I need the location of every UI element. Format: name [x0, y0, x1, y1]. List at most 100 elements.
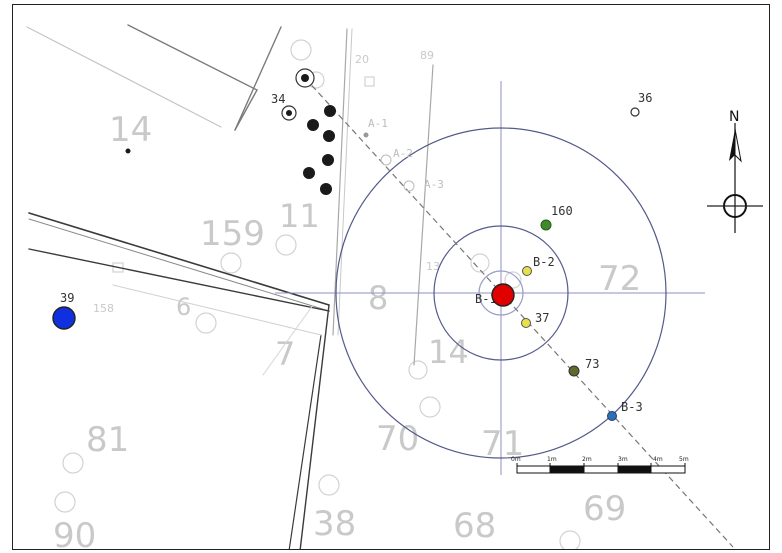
red-center-marker — [491, 283, 515, 307]
boundary-line — [127, 24, 258, 91]
faint-circle — [470, 253, 490, 273]
scale-bar: 0m 1m 2m 3m 4m 5m — [511, 456, 689, 474]
black-point — [322, 154, 334, 166]
center-crosshair — [275, 81, 705, 475]
faint-circle — [220, 252, 242, 274]
point-b2 — [522, 266, 532, 276]
buffer-rings — [335, 127, 667, 459]
bg-number: 68 — [453, 506, 496, 546]
bg-number: 72 — [598, 259, 641, 299]
bg-number: 38 — [313, 504, 356, 544]
black-point — [320, 183, 332, 195]
scale-tick-label: 2m — [582, 456, 592, 463]
faint-circle — [559, 530, 581, 549]
point-37-label: 37 — [535, 311, 549, 325]
faint-circle — [419, 396, 441, 418]
point-37 — [521, 318, 531, 328]
a1-point — [363, 132, 369, 138]
point-39-label: 39 — [60, 291, 74, 305]
faint-line — [262, 304, 314, 376]
faint-line — [112, 284, 322, 336]
bg-number: 6 — [176, 293, 191, 321]
faint-circle — [195, 312, 217, 334]
map-canvas: 14 159 11 8 72 7 6 14 70 71 81 90 38 68 … — [26, 24, 763, 550]
bg-number: 8 — [368, 279, 388, 317]
point-b2-label: B-2 — [533, 255, 555, 269]
road-line — [28, 218, 330, 312]
point-160-label: 160 — [551, 204, 573, 218]
faint-circle — [54, 491, 76, 513]
faint-circle — [318, 474, 340, 496]
a3-label: A-3 — [424, 178, 444, 191]
boundary-line — [413, 64, 434, 366]
boundary-line — [337, 28, 353, 336]
scale-tick-label: 3m — [618, 456, 628, 463]
boundary-line — [332, 28, 348, 336]
scale-bar-segment — [618, 466, 651, 473]
point-34-label: 34 — [271, 92, 285, 106]
faint-circle — [504, 271, 522, 289]
point-160 — [540, 219, 552, 231]
a2-point — [380, 154, 392, 166]
bg-number: 20 — [355, 53, 369, 66]
inner-ring — [478, 270, 524, 316]
bg-number: 90 — [53, 516, 96, 550]
point-34-center — [286, 110, 292, 116]
scale-tick-label: 0m — [511, 456, 521, 463]
dashed-alignment-line — [304, 77, 734, 548]
black-point — [303, 167, 315, 179]
north-arrow: N — [707, 109, 763, 233]
middle-ring — [433, 225, 569, 361]
background-lot-numbers: 14 159 11 8 72 7 6 14 70 71 81 90 38 68 … — [53, 49, 641, 550]
small-black-dot — [125, 148, 131, 154]
point-36 — [630, 107, 640, 117]
road-line — [28, 248, 330, 312]
faint-circle — [290, 39, 312, 61]
bg-number: 70 — [376, 419, 419, 459]
parcel-lines — [26, 24, 434, 549]
bg-number: 89 — [420, 49, 434, 62]
bg-number: 14 — [428, 333, 469, 371]
map-frame: 14 159 11 8 72 7 6 14 70 71 81 90 38 68 … — [12, 4, 770, 550]
scale-tick-label: 5m — [679, 456, 689, 463]
faint-square — [112, 262, 124, 273]
boundary-line — [234, 26, 282, 131]
blue-marker — [52, 306, 76, 330]
point-73-label: 73 — [585, 357, 599, 371]
faint-outline-markers — [54, 39, 581, 549]
bg-number: 14 — [109, 110, 152, 150]
north-arrow-head — [729, 129, 735, 161]
road-line — [299, 304, 330, 549]
road-line — [28, 212, 330, 306]
scale-bar-outline — [516, 465, 686, 474]
faint-circle — [62, 452, 84, 474]
scale-tick-label: 1m — [547, 456, 557, 463]
bg-number: 11 — [279, 197, 320, 235]
boundary-line — [26, 26, 222, 128]
a1-label: A-1 — [368, 117, 388, 130]
black-point — [323, 130, 335, 142]
a-series-points: A-1 A-2 A-3 — [363, 117, 444, 192]
black-point — [307, 119, 319, 131]
bg-number: 13 — [426, 260, 440, 273]
a2-label: A-2 — [393, 147, 413, 160]
point-b3-label: B-3 — [621, 400, 643, 414]
bg-number: 81 — [86, 420, 129, 460]
point-b1-label: B-1 — [475, 292, 497, 306]
faint-circle — [408, 360, 428, 380]
bg-number: 159 — [200, 214, 265, 254]
road-line — [288, 334, 322, 549]
point-73 — [568, 365, 580, 377]
point-36-label: 36 — [638, 91, 652, 105]
north-label: N — [729, 109, 739, 125]
black-point-cluster — [303, 105, 336, 195]
outer-ring — [335, 127, 667, 459]
faint-circle — [275, 234, 297, 256]
bg-number: 158 — [93, 302, 114, 315]
black-point — [324, 105, 336, 117]
a3-point — [403, 180, 415, 192]
scale-bar-segment — [550, 466, 584, 473]
ringed-point-center — [301, 74, 309, 82]
bg-number: 7 — [275, 335, 295, 373]
scale-tick-label: 4m — [653, 456, 663, 463]
